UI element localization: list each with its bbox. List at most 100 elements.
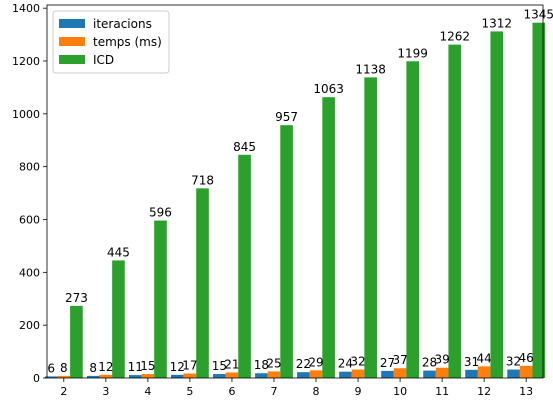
plot-frame [46,4,544,379]
x-tick-label-9: 9 [355,385,362,398]
y-tick-label-1000: 1000 [12,108,40,121]
data-label-icd-7: 957 [275,110,298,124]
data-label-icd-2: 273 [65,291,88,305]
data-label-iteracions-11: 28 [422,356,437,370]
legend-label-iteracions: iteracions [93,17,152,31]
bar-temps-ms--3 [99,374,113,378]
data-label-temps-ms--12: 44 [477,351,492,365]
y-tick-label-800: 800 [19,161,40,174]
data-label-temps-ms--6: 21 [224,357,239,371]
x-tick-label-3: 3 [102,385,109,398]
data-label-temps-ms--5: 17 [182,359,197,373]
x-tick-label-5: 5 [186,385,193,398]
bar-temps-ms--13 [519,365,533,378]
data-label-temps-ms--7: 25 [266,356,281,370]
data-label-iteracions-9: 24 [338,357,353,371]
data-label-temps-ms--8: 29 [308,355,323,369]
bar-icd-5 [196,188,209,378]
data-label-iteracions-8: 22 [296,357,311,371]
data-label-temps-ms--2: 8 [60,361,68,375]
y-tick-label-400: 400 [19,266,40,279]
x-tick-label-2: 2 [60,385,67,398]
data-label-iteracions-4: 11 [128,360,143,374]
bar-iteracions-2 [44,376,58,378]
data-label-iteracions-10: 27 [380,356,395,370]
data-label-icd-11: 1262 [439,30,470,44]
bar-temps-ms--12 [477,366,491,378]
y-tick-label-1400: 1400 [12,2,40,15]
data-label-icd-8: 1063 [313,82,344,96]
bar-icd-9 [364,77,377,379]
bar-iteracions-12 [465,369,478,378]
bar-iteracions-4 [128,375,142,378]
bar-temps-ms--9 [351,369,365,378]
bar-iteracions-8 [297,372,310,378]
bar-icd-7 [280,125,293,378]
data-label-icd-4: 596 [149,206,172,220]
legend-swatch-icd [59,55,85,64]
bars [44,22,546,379]
legend-label-temps-ms-: temps (ms) [93,35,162,49]
bar-iteracions-5 [171,374,184,378]
bar-icd-2 [70,305,83,378]
bar-temps-ms--5 [183,373,197,378]
bar-temps-ms--2 [57,375,71,378]
bar-temps-ms--7 [267,371,281,378]
bar-icd-4 [154,220,167,378]
data-label-icd-3: 445 [107,245,130,259]
y-tick-label-600: 600 [19,214,40,227]
x-tick-label-13: 13 [519,385,533,398]
bar-temps-ms--10 [393,368,407,378]
data-label-temps-ms--10: 37 [392,353,407,367]
y-tick-label-1200: 1200 [12,55,40,68]
bar-iteracions-13 [507,369,520,378]
data-label-icd-12: 1312 [481,16,512,30]
data-label-iteracions-13: 32 [506,355,521,369]
bar-temps-ms--4 [141,374,155,378]
bar-icd-12 [490,31,504,378]
data-label-icd-13: 1345 [524,8,553,22]
data-label-icd-5: 718 [191,173,214,187]
bar-icd-6 [238,154,251,378]
bar-temps-ms--6 [225,372,239,378]
data-label-temps-ms--11: 39 [434,353,449,367]
x-tick-label-11: 11 [435,385,449,398]
legend-label-icd: ICD [93,53,114,67]
bar-iteracions-7 [255,373,268,378]
legend: iteracions temps (ms) ICD [52,10,170,74]
bar-temps-ms--8 [309,370,323,378]
y-tick-label-0: 0 [33,372,40,385]
data-label-icd-10: 1199 [397,46,428,60]
bar-icd-10 [406,61,419,378]
x-tick-label-4: 4 [144,385,151,398]
data-label-iteracions-6: 15 [212,359,227,373]
x-tick-label-6: 6 [228,385,235,398]
bar-icd-13 [532,22,546,379]
x-tick-label-10: 10 [393,385,407,398]
bar-icd-11 [448,44,462,379]
bar-iteracions-9 [339,371,352,378]
data-label-temps-ms--9: 32 [350,355,365,369]
data-label-iteracions-2: 6 [47,361,55,375]
data-label-iteracions-3: 8 [89,361,97,375]
legend-swatch-temps-ms- [59,37,85,46]
data-label-temps-ms--4: 15 [140,359,155,373]
bar-iteracions-6 [213,374,226,378]
data-label-temps-ms--3: 12 [98,360,113,374]
bar-temps-ms--11 [435,367,449,378]
legend-swatch-iteracions [59,19,85,28]
data-label-iteracions-5: 12 [170,360,185,374]
bar-icd-3 [112,260,125,378]
y-tick-label-200: 200 [19,319,40,332]
data-label-temps-ms--13: 46 [519,351,534,365]
bar-iteracions-11 [423,370,436,378]
data-label-icd-6: 845 [233,140,256,154]
bar-iteracions-3 [86,375,100,378]
x-tick-label-7: 7 [270,385,277,398]
bar-icd-8 [322,97,335,378]
x-tick-label-12: 12 [477,385,491,398]
data-label-iteracions-7: 18 [254,358,269,372]
